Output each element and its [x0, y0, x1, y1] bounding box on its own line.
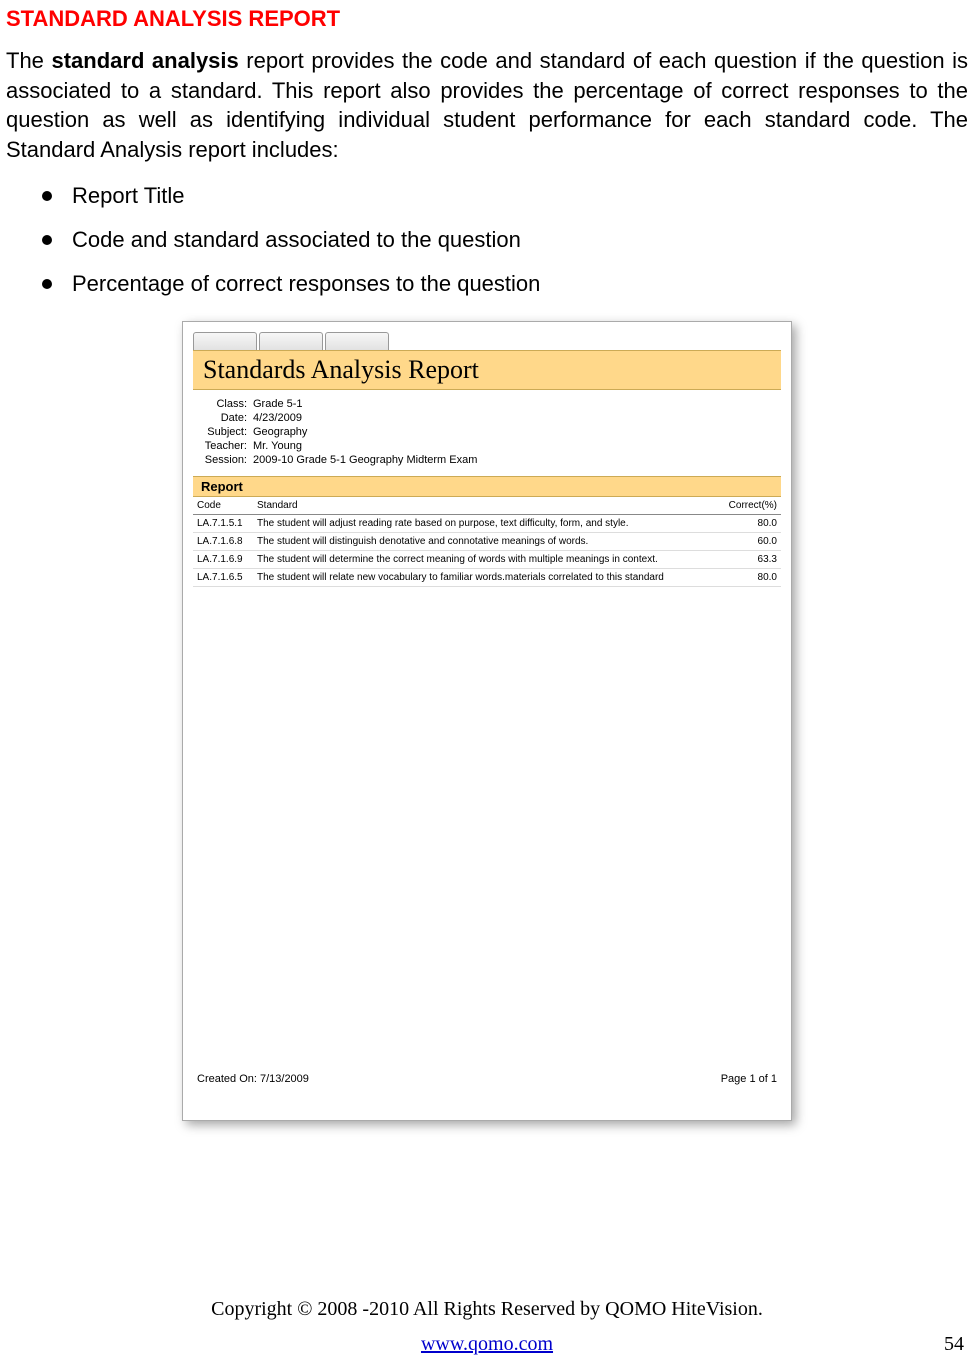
cell-code: LA.7.1.6.5 [193, 568, 253, 586]
page-number: 54 [944, 1333, 964, 1356]
report-footer: Created On: 7/13/2009 Page 1 of 1 [197, 1073, 777, 1085]
cell-standard: The student will adjust reading rate bas… [253, 514, 721, 532]
list-item: Report Title [42, 183, 974, 209]
copyright-text: Copyright © 2008 -2010 All Rights Reserv… [0, 1298, 974, 1321]
col-standard: Standard [253, 497, 721, 515]
intro-bold: standard analysis [51, 48, 238, 73]
cell-code: LA.7.1.6.9 [193, 550, 253, 568]
cell-pct: 63.3 [721, 550, 781, 568]
report-screenshot: Standards Analysis Report Class:Grade 5-… [182, 321, 792, 1121]
report-table: Code Standard Correct(%) LA.7.1.5.1 The … [193, 497, 781, 587]
list-item: Code and standard associated to the ques… [42, 227, 974, 253]
meta-value-subject: Geography [253, 426, 781, 438]
table-row: LA.7.1.6.9 The student will determine th… [193, 550, 781, 568]
report-meta: Class:Grade 5-1 Date:4/23/2009 Subject:G… [193, 398, 781, 466]
report-section-title: Report [193, 476, 781, 497]
col-correct: Correct(%) [721, 497, 781, 515]
meta-value-class: Grade 5-1 [253, 398, 781, 410]
cell-pct: 80.0 [721, 514, 781, 532]
website-link[interactable]: www.qomo.com [421, 1333, 553, 1356]
cell-standard: The student will determine the correct m… [253, 550, 721, 568]
cell-standard: The student will relate new vocabulary t… [253, 568, 721, 586]
tab [325, 332, 389, 350]
tab [193, 332, 257, 350]
meta-label-class: Class: [193, 398, 253, 410]
created-on: Created On: 7/13/2009 [197, 1073, 309, 1085]
tab-row [193, 332, 791, 350]
meta-value-session: 2009-10 Grade 5-1 Geography Midterm Exam [253, 454, 781, 466]
table-row: LA.7.1.6.5 The student will relate new v… [193, 568, 781, 586]
meta-label-subject: Subject: [193, 426, 253, 438]
cell-code: LA.7.1.5.1 [193, 514, 253, 532]
meta-label-session: Session: [193, 454, 253, 466]
table-row: LA.7.1.6.8 The student will distinguish … [193, 532, 781, 550]
meta-label-teacher: Teacher: [193, 440, 253, 452]
bullet-list: Report Title Code and standard associate… [42, 183, 974, 297]
page-heading: STANDARD ANALYSIS REPORT [6, 6, 974, 32]
cell-standard: The student will distinguish denotative … [253, 532, 721, 550]
col-code: Code [193, 497, 253, 515]
page-footer: Copyright © 2008 -2010 All Rights Reserv… [0, 1298, 974, 1356]
cell-pct: 80.0 [721, 568, 781, 586]
cell-pct: 60.0 [721, 532, 781, 550]
report-title: Standards Analysis Report [193, 350, 781, 390]
cell-code: LA.7.1.6.8 [193, 532, 253, 550]
intro-paragraph: The standard analysis report provides th… [6, 46, 968, 165]
page-of: Page 1 of 1 [721, 1073, 777, 1085]
table-row: LA.7.1.5.1 The student will adjust readi… [193, 514, 781, 532]
meta-value-date: 4/23/2009 [253, 412, 781, 424]
intro-prefix: The [6, 48, 51, 73]
list-item: Percentage of correct responses to the q… [42, 271, 974, 297]
meta-value-teacher: Mr. Young [253, 440, 781, 452]
meta-label-date: Date: [193, 412, 253, 424]
tab [259, 332, 323, 350]
